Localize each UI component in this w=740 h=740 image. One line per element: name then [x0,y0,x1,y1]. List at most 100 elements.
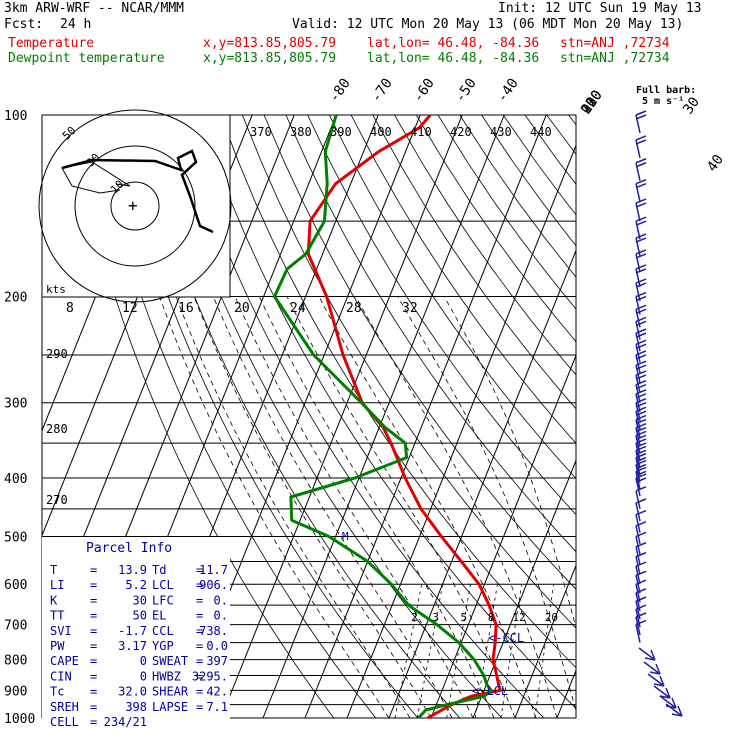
parcel-key-sweat: SWEAT [152,654,188,668]
isotherm [556,669,576,719]
wind-barb [635,466,647,490]
parcel-value-ygp: 0.0 [206,639,228,653]
mixed-layer-marker: M [342,530,349,543]
parcel-eq: = [196,700,203,714]
wind-barb-flag [635,509,647,516]
theta-label-390: 390 [330,125,352,139]
isotherm [262,115,505,719]
dry-adiabat [242,115,576,629]
parcel-key-hwbz: HWBZ [152,669,181,683]
wind-barb [635,179,647,202]
theta-label-270: 270 [46,493,68,507]
wind-barb-flag [635,202,647,208]
temperature-legend-stn: stn=ANJ ,72734 [560,36,670,51]
hodograph-ring-50 [38,109,232,303]
parcel-eq: = [90,609,97,623]
lcl-marker: <-LCL [472,684,508,698]
wind-barb-flag [635,570,647,577]
hodograph-units: kts [46,283,66,296]
wind-barb-flag [635,596,647,602]
parcel-eq: = [196,639,203,653]
wind-barb-flag [635,216,647,222]
parcel-key-cape: CAPE [50,654,79,668]
parcel-eq: = [90,700,97,714]
hodograph-speed-24: 24 [290,301,306,316]
wind-barb-flag [635,466,647,473]
parcel-key-sreh: SREH [50,700,79,714]
wind-barb-flag [635,198,647,204]
pressure-label-100: 100 [4,109,27,124]
dry-adiabat [502,115,576,216]
wind-barb-flag [635,438,647,444]
wind-barb-flag [635,477,647,483]
wind-barb-flag [635,304,647,310]
parcel-key-lfc: LFC [152,593,174,607]
parcel-value-svi: -1.7 [118,624,147,638]
wind-barb-flag [635,320,647,327]
moist-adiabat [318,296,537,719]
parcel-key-svi: SVI [50,624,72,638]
wind-barb-flag [635,233,647,239]
wind-barb-flag [635,612,647,618]
hodograph-frame [41,114,231,298]
wind-barb-flag [635,456,647,463]
parcel-key-ccl: CCL [152,624,174,638]
wind-barb [635,422,647,446]
wind-barb-flag [635,418,647,425]
parcel-value-lapse: 7.1 [206,700,228,714]
plot-frame [41,114,577,719]
wind-barb-flag [635,551,647,558]
hodograph-speed-8: 8 [66,301,74,316]
init-time: Init: 12 UTC Sun 19 May 13 [498,1,702,16]
pressure-label-1000: 1000 [4,712,35,727]
parcel-key-shear: SHEAR [152,685,189,699]
wind-barb-low [653,685,671,699]
mixing-ratio-line [534,584,554,719]
wind-barb-flag [635,459,647,466]
wind-barb-staff [635,490,641,509]
dry-adiabat [350,115,576,444]
parcel-key-lapse: LAPSE [152,700,188,714]
hodograph-speed-12: 12 [122,301,138,316]
moist-adiabat [286,296,516,719]
wind-barb-flag [635,364,647,370]
isotherm-label--80: -80 [326,76,354,106]
parcel-key-td: Td [152,563,166,577]
wind-barb-flag [635,183,647,189]
moist-adiabat [258,296,495,719]
wind-barb-flag [635,445,647,452]
pressure-label-600: 600 [4,578,27,593]
forecast-label: Fcst: [4,17,44,32]
moist-adiabat [397,296,576,713]
wind-barb-staff [635,502,641,522]
theta-label-400: 400 [370,125,392,139]
wind-barb-flag [635,422,647,429]
isotherm [220,115,463,719]
parcel-key-el: EL [152,609,166,623]
theta-label-380: 380 [290,125,312,139]
parcel-value-tt: 50 [133,609,147,623]
barb-legend-line1: Full barb: [636,85,696,96]
wind-barb [635,249,647,273]
wind-barb-flag [635,434,647,441]
wind-barb-flag [635,278,647,284]
wind-barb [635,473,647,497]
dry-adiabat [328,115,576,480]
wind-barb-low [638,647,656,661]
pressure-label-300: 300 [4,397,27,412]
wind-barb-flag [635,470,647,477]
parcel-key-cell: CELL [50,715,79,729]
wind-barb-flag [635,350,647,356]
dry-adiabat [372,115,576,410]
pressure-label-900: 900 [4,684,27,699]
wind-barb-staff [635,609,641,628]
wind-barb-staff [635,514,641,533]
mixing-ratio-label-20: 20 [545,611,558,624]
wind-barb [635,389,647,412]
isotherm-label-20: 20 [578,94,601,117]
parcel-key-ygp: YGP [152,639,174,653]
wind-barb [635,278,647,302]
hodograph-speed-28: 28 [346,301,362,316]
mixing-ratio-label-8: 8 [488,611,495,624]
parcel-eq: = [196,624,203,638]
